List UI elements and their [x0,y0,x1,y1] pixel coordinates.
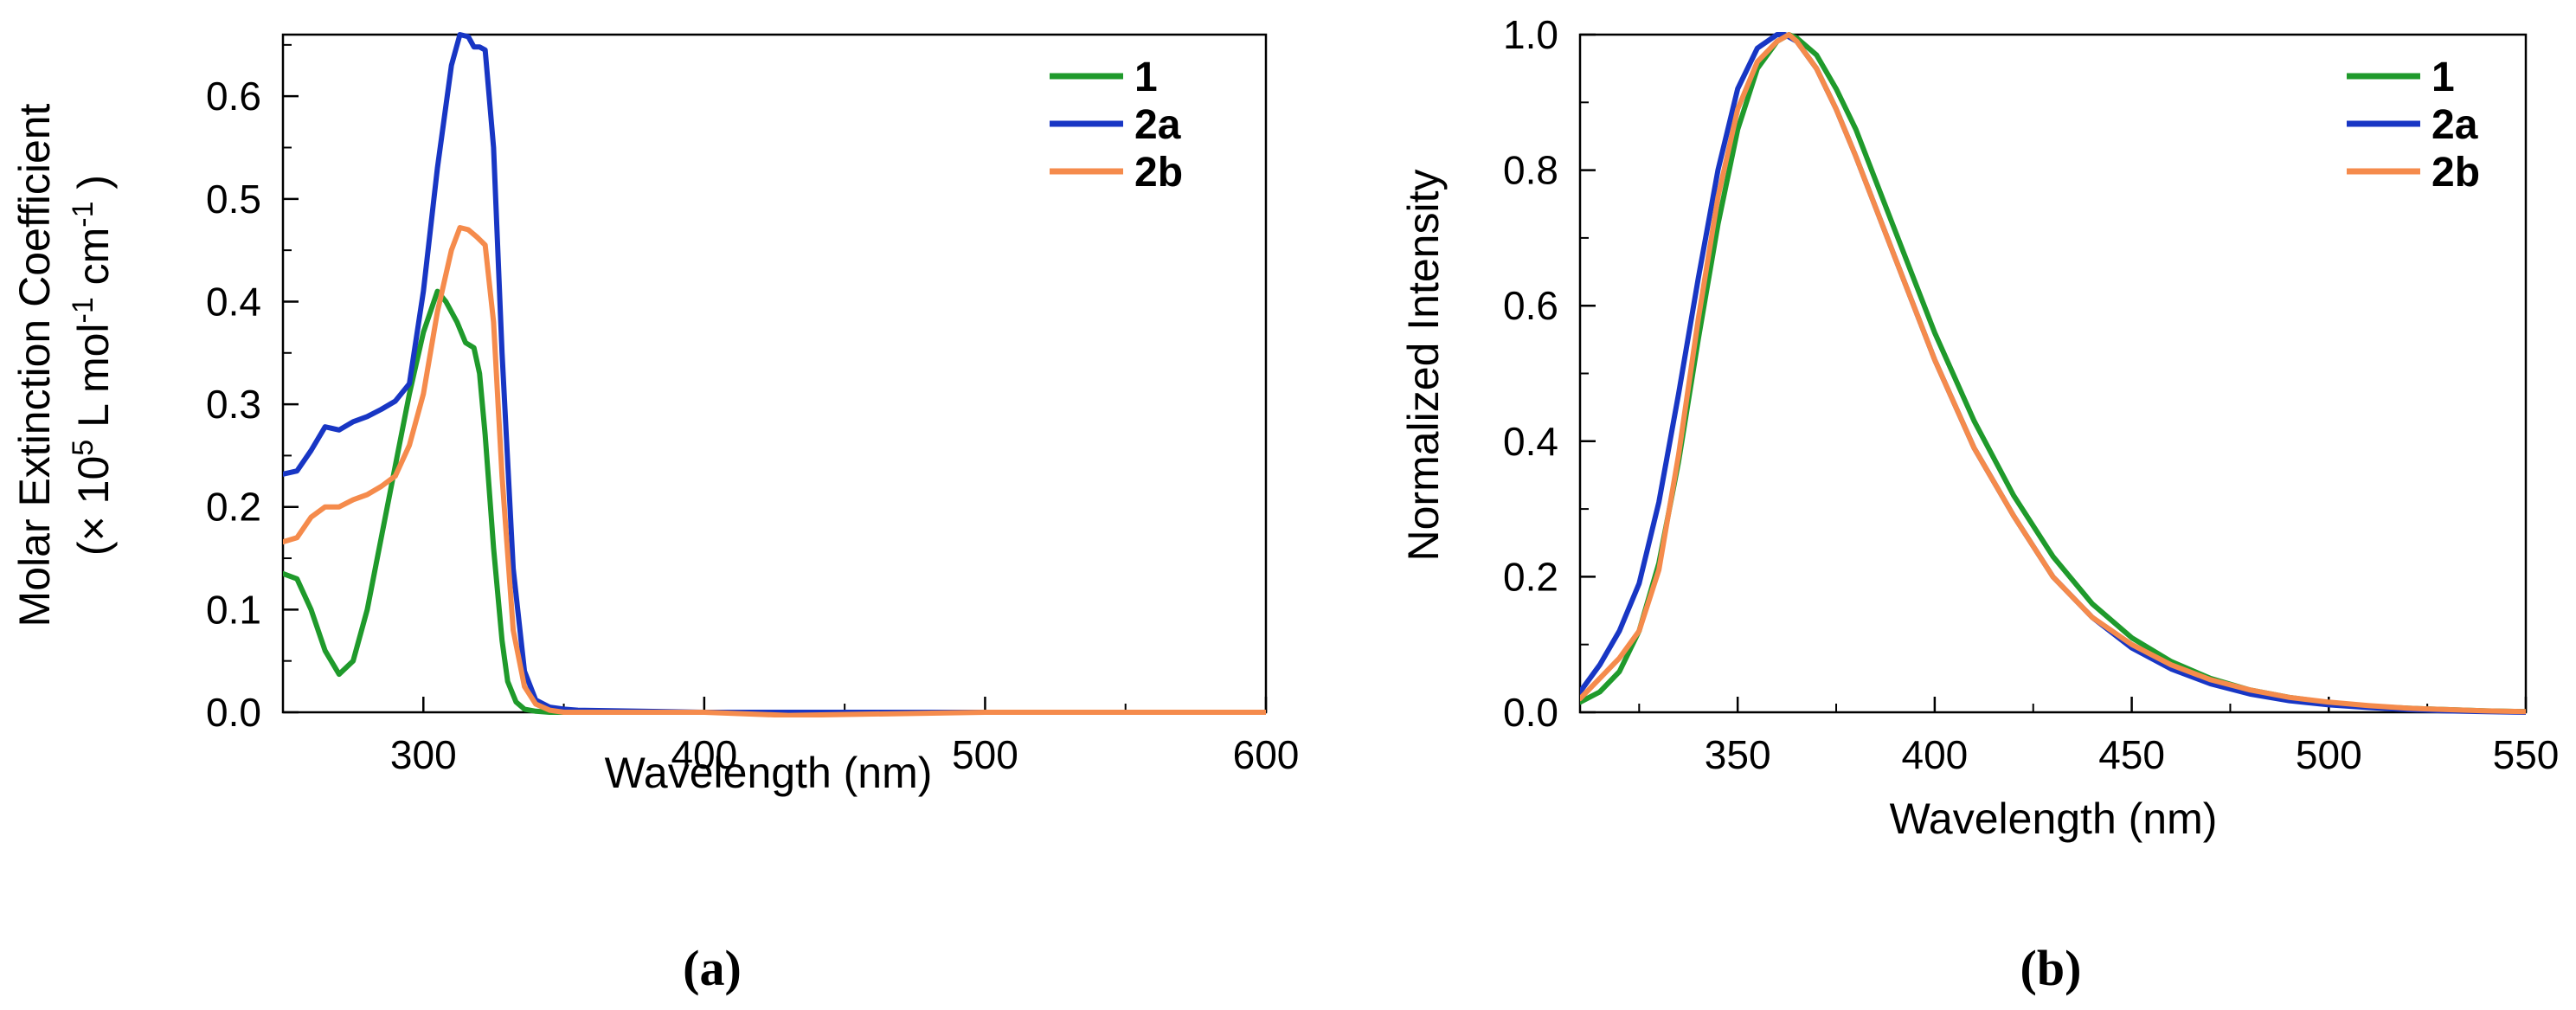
panel-a-ytick-label: 0.2 [206,485,261,530]
panel-a-xtick-label: 500 [952,732,1018,777]
panel-a-legend-2a-label: 2a [1134,102,1181,148]
panel-a-ytick-label: 0.6 [206,74,261,119]
panel-b-ytick-label: 0.8 [1503,148,1558,193]
panel-a-ytick-label: 0.5 [206,177,261,222]
panel-b-series-1-line [1580,32,2526,715]
panel-b-ytick-label: 1.0 [1503,12,1558,57]
panel-a-ytick-label: 0.3 [206,382,261,427]
panel-a-xtick-label: 400 [671,732,737,777]
panel-a-ylabel-line1: Molar Extinction Coefficient [10,103,59,627]
panel-b-series-2a-line [1580,32,2526,715]
panel-a-ytick-label: 0.0 [206,690,261,735]
panel-b-legend-2a-label: 2a [2431,102,2478,148]
panel-a-ylabel-line2: (× 105 L mol-1 cm-1 ) [67,175,118,556]
panel-a-series-1-line [283,288,1266,715]
panel-a-xtick-label: 600 [1233,732,1300,777]
panel-a-ytick-label: 0.1 [206,587,261,632]
panel-a-ytick-label: 0.4 [206,279,261,324]
panel-b-ylabel: Normalized Intensity [1399,170,1448,562]
panel-b-xlabel: Wavelength (nm) [1890,794,2218,843]
panel-b-legend-2b-label: 2b [2431,150,2480,196]
panel-b-caption: (b) [2020,940,2082,996]
panel-b-xtick-label: 550 [2493,732,2560,777]
panel-b-plot-frame [1578,33,2528,714]
panel-b-xtick-label: 400 [1902,732,1969,777]
panel-b: Normalized Intensity Wavelength (nm) (b)… [1399,12,2559,996]
panel-a: Molar Extinction Coefficient (× 105 L mo… [10,32,1300,996]
panel-b-xtick-label: 350 [1705,732,1771,777]
panel-a-xlabel: Wavelength (nm) [605,749,933,797]
panel-a-caption: (a) [683,940,742,996]
panel-a-series-2b-line [283,225,1266,717]
panel-a-legend-1-label: 1 [1134,55,1158,100]
panel-b-xtick-label: 450 [2098,732,2165,777]
panel-a-legend-2b-label: 2b [1134,150,1183,196]
panel-b-legend-1-label: 1 [2431,55,2455,100]
panel-b-series-2b-line [1580,32,2526,715]
panel-a-xtick-label: 300 [390,732,457,777]
panel-a-plot-frame [281,33,1268,714]
panel-b-ytick-label: 0.4 [1503,419,1558,464]
panel-b-xtick-label: 500 [2296,732,2362,777]
panel-b-ytick-label: 0.2 [1503,554,1558,599]
panel-b-ytick-label: 0.0 [1503,690,1558,735]
panel-a-series-2a-line [283,32,1266,715]
panel-b-ytick-label: 0.6 [1503,283,1558,328]
